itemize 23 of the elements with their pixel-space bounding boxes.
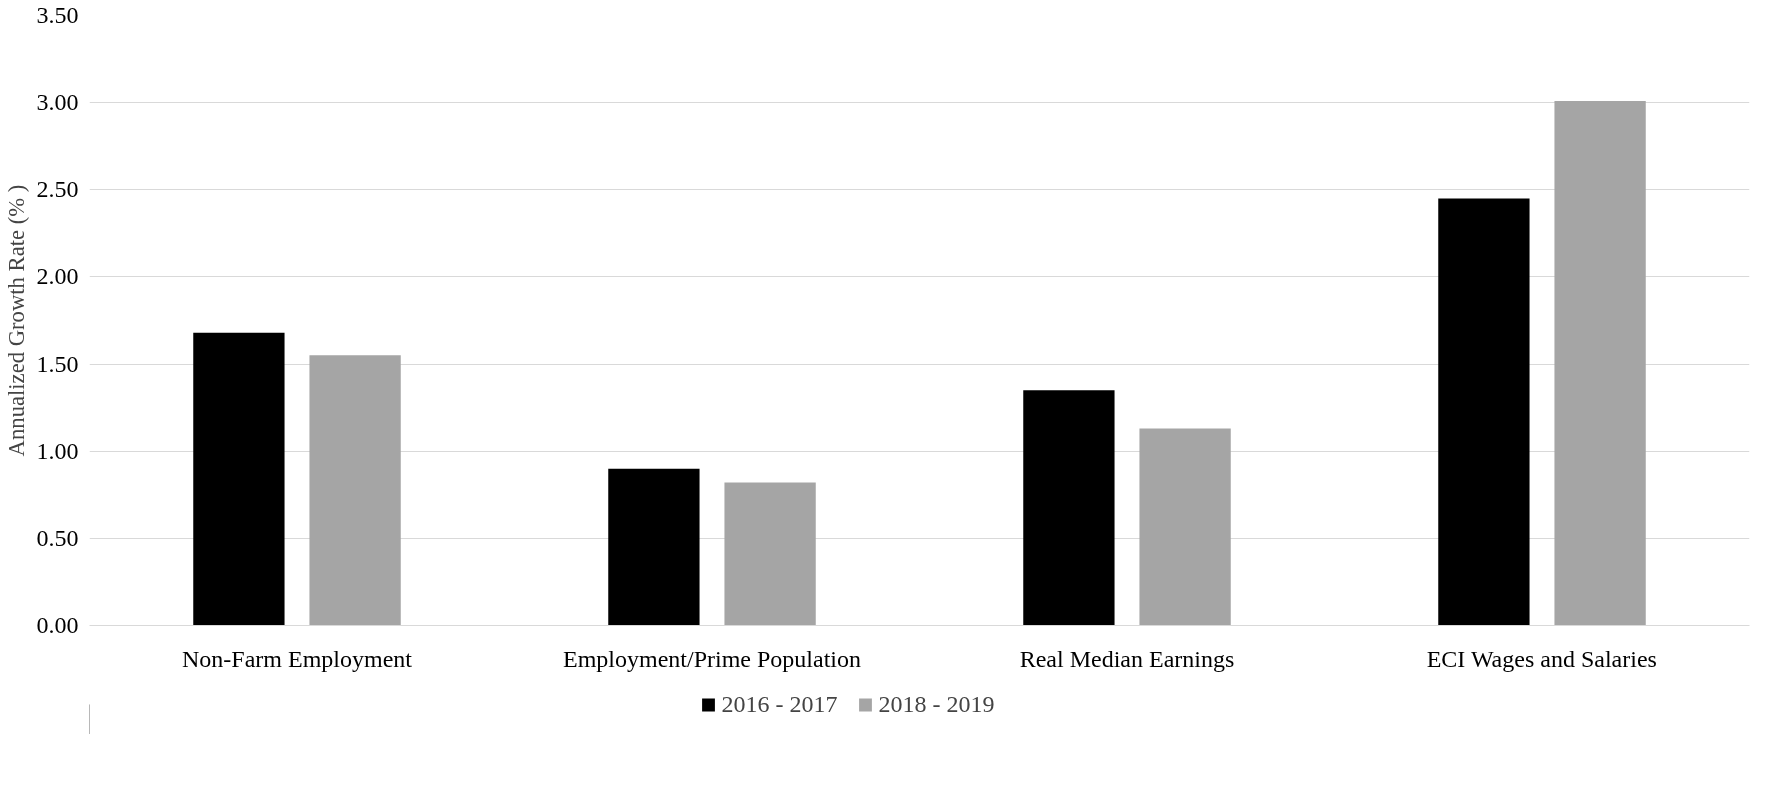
bar: [724, 482, 816, 626]
x-tick-label: Real Median Earnings: [1019, 645, 1235, 672]
y-tick-label: 0.00: [36, 612, 79, 638]
x-tick-label: ECI Wages and Salaries: [1426, 645, 1657, 672]
bar: [1438, 198, 1530, 626]
x-tick-label: Non-Farm Employment: [182, 645, 413, 672]
y-tick-label: 1.00: [36, 437, 79, 464]
y-tick-label: 3.00: [36, 89, 79, 116]
bar: [309, 355, 401, 626]
y-tick-label: 2.50: [36, 176, 79, 203]
bar: [193, 332, 285, 626]
bar: [1023, 390, 1115, 626]
bar: [608, 468, 700, 626]
y-tick-label: 3.50: [36, 2, 79, 28]
legend-label: 2016 - 2017: [721, 690, 838, 718]
legend-label: 2018 - 2019: [878, 690, 995, 718]
y-tick-label: 1.50: [36, 350, 79, 377]
bar: [1139, 428, 1231, 626]
y-tick-label: 0.50: [36, 524, 79, 551]
y-axis-title: Annualized Growth Rate (% ): [3, 184, 29, 457]
x-tick-label: Employment/Prime Population: [563, 645, 861, 672]
y-tick-label: 2.00: [36, 263, 79, 290]
bar: [1554, 100, 1646, 626]
